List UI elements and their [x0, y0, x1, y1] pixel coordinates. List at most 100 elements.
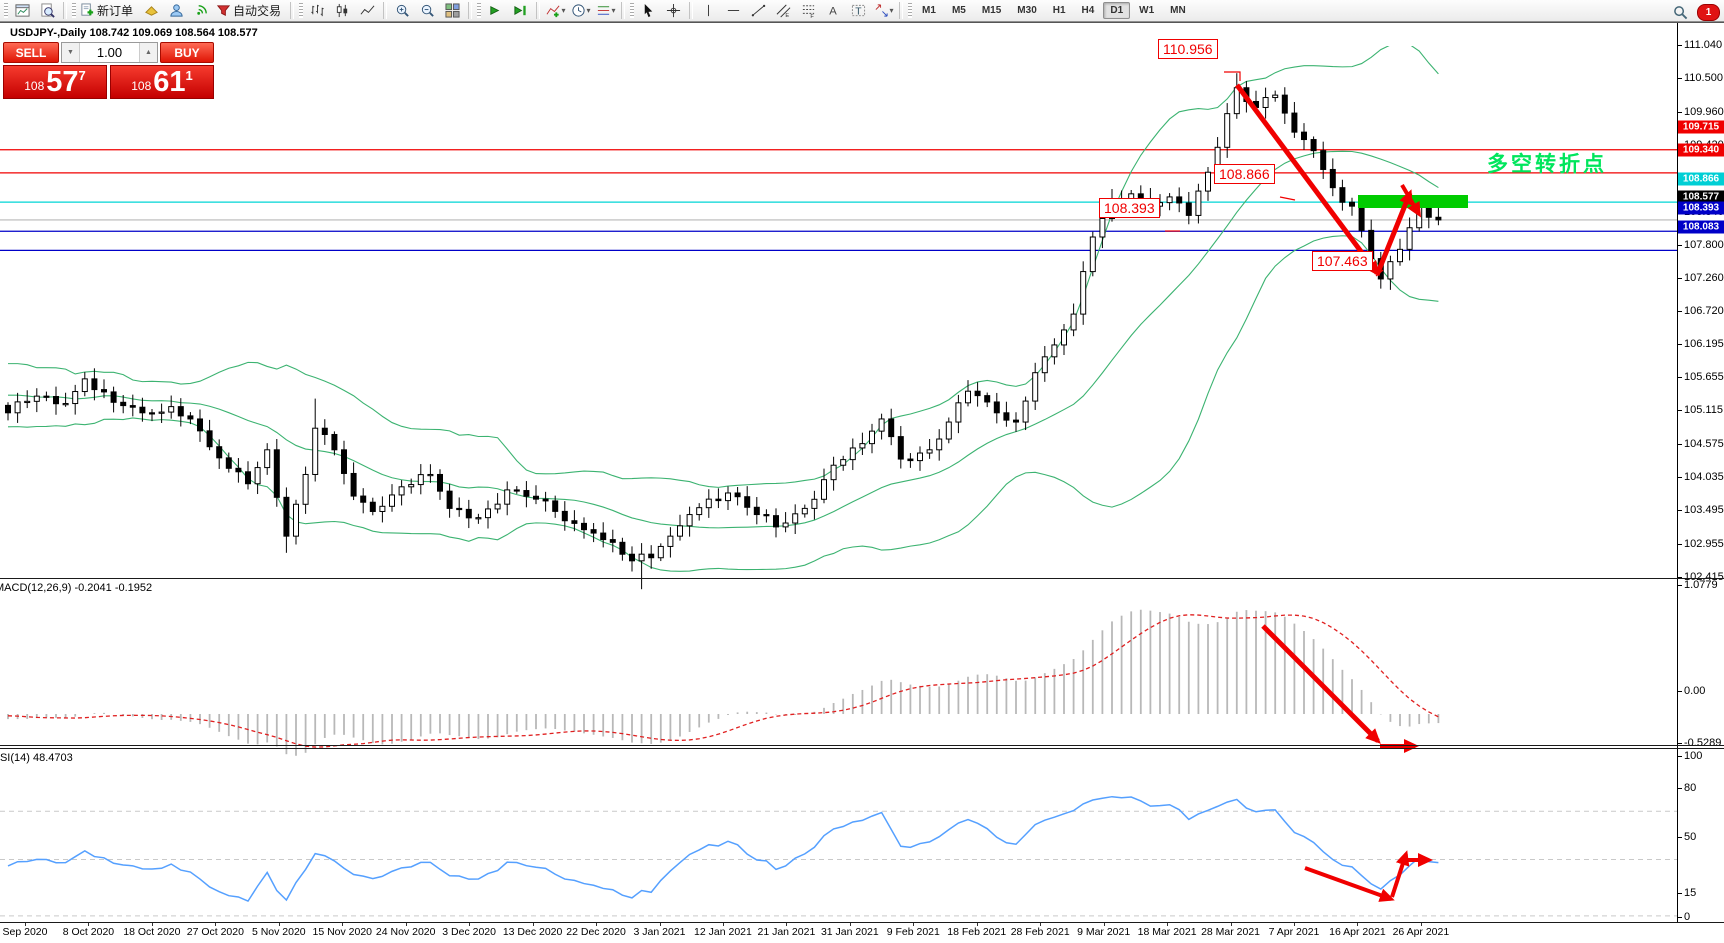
horizontal-line-button[interactable]	[722, 0, 745, 21]
experts-button[interactable]	[165, 0, 188, 21]
volume-input[interactable]: 1.00	[96, 45, 123, 60]
pane-splitter-macd-rsi-lower[interactable]	[0, 748, 1724, 749]
toolbar-right-cluster: 1	[1668, 2, 1720, 23]
toolbar-grip[interactable]	[72, 3, 76, 18]
timeframe-button-m15[interactable]: M15	[981, 5, 1002, 16]
toolbar-separator	[63, 2, 67, 19]
price-callout-108866[interactable]: 108.866	[1214, 164, 1275, 184]
price-tick-label: 105.115	[1684, 404, 1723, 417]
sell-price-pip: 7	[78, 68, 86, 83]
zoom-in-button[interactable]	[391, 0, 414, 21]
text-label-button[interactable]: T	[847, 0, 870, 21]
timeframe-button-w1[interactable]: W1	[1139, 5, 1155, 16]
time-axis-label: Sep 2020	[2, 926, 48, 938]
vertical-line-button[interactable]	[697, 0, 720, 21]
new-order-button[interactable]: 新订单	[79, 0, 138, 21]
line-chart-button[interactable]	[356, 0, 379, 21]
price-callout-110956[interactable]: 110.956	[1158, 39, 1218, 59]
rsi-pane[interactable]	[0, 770, 1677, 943]
new-chart-button[interactable]	[11, 0, 34, 21]
metaeditor-button[interactable]	[140, 0, 163, 21]
text-button[interactable]: A	[822, 0, 845, 21]
annotation-arrow-rsi-rebound[interactable]	[1390, 850, 1410, 898]
buy-price-box[interactable]: 108 61 1	[110, 65, 214, 99]
timeframe-button-h1[interactable]: H1	[1052, 5, 1066, 16]
notifications-badge[interactable]: 1	[1697, 4, 1720, 21]
volume-decrease-button[interactable]: ▼	[62, 43, 80, 62]
auto-scroll-button[interactable]	[484, 0, 507, 21]
annotation-arrow-price-downtrend[interactable]	[1234, 83, 1380, 277]
autotrading-button[interactable]: 自动交易	[215, 0, 286, 21]
autotrading-label: 自动交易	[233, 4, 282, 18]
toolbar-grip[interactable]	[908, 3, 913, 18]
time-tick	[1420, 922, 1422, 926]
trendline-button[interactable]	[747, 0, 770, 21]
svg-text:F: F	[810, 14, 814, 18]
timeframe-button-m5[interactable]: M5	[951, 5, 966, 16]
buy-button[interactable]: BUY	[160, 42, 214, 63]
cursor-button[interactable]	[637, 0, 660, 21]
tile-windows-button[interactable]	[441, 0, 464, 21]
time-axis-label: 12 Jan 2021	[694, 926, 752, 938]
search-button[interactable]	[1669, 2, 1692, 23]
macd-pane[interactable]	[0, 601, 1677, 770]
timeframe-button-d1[interactable]: D1	[1103, 2, 1131, 19]
macd-tick-label: 0.00	[1684, 685, 1706, 697]
hline-price-tag: 108.866	[1678, 172, 1724, 186]
price-callout-108393[interactable]: 108.393	[1099, 198, 1160, 218]
print-preview-button[interactable]	[36, 0, 59, 21]
line-chart-icon	[360, 3, 375, 18]
chart-shift-button[interactable]	[509, 0, 532, 21]
macd-tick-label: 1.0779	[1684, 579, 1718, 592]
buy-price-big: 61	[153, 66, 186, 98]
toolbar-grip[interactable]	[4, 3, 8, 18]
turning-point-annotation[interactable]: 多空转折点	[1487, 153, 1607, 176]
bollinger-bands[interactable]	[7, 46, 1439, 572]
price-tick-label-dash	[1678, 244, 1682, 246]
price-pane[interactable]	[0, 46, 1677, 601]
arrows-button[interactable]: ▾	[872, 0, 895, 21]
annotation-arrow-macd-downtrend[interactable]	[1261, 624, 1381, 744]
templates-button[interactable]: ▾	[594, 0, 617, 21]
annotation-arrow-rsi-downtrend[interactable]	[1304, 866, 1395, 902]
time-axis-label: 9 Feb 2021	[886, 926, 940, 938]
hline-price-tag: 109.715	[1678, 120, 1724, 134]
fibonacci-button[interactable]: F	[797, 0, 820, 21]
volume-stepper: ▼ 1.00 ▲	[61, 42, 158, 63]
annotation-arrow-price-rebound[interactable]	[1374, 189, 1413, 276]
candlestick-series[interactable]	[5, 73, 1442, 590]
volume-increase-button[interactable]: ▲	[139, 43, 157, 62]
price-axis-border	[1677, 23, 1678, 922]
chart-area[interactable]	[0, 22, 1724, 943]
timeframe-button-m30[interactable]: M30	[1017, 5, 1037, 16]
chart-shift-icon	[513, 3, 528, 18]
zoom-out-button[interactable]	[416, 0, 439, 21]
one-click-trade-panel: SELL ▼ 1.00 ▲ BUY 108 57 7 108 61 1	[3, 42, 214, 99]
candlestick-chart-button[interactable]	[331, 0, 354, 21]
toolbar-grip[interactable]	[630, 3, 635, 18]
indicators-button[interactable]: ▾	[544, 0, 567, 21]
timeframe-button-m1[interactable]: M1	[922, 5, 936, 16]
autotrading-icon	[216, 3, 231, 18]
periods-button[interactable]: ▾	[569, 0, 592, 21]
time-tick	[1230, 922, 1232, 926]
crosshair-button[interactable]	[662, 0, 685, 21]
timeframe-button-h4[interactable]: H4	[1081, 5, 1095, 16]
hline-price-tag: 109.340	[1678, 143, 1724, 157]
annotation-arrow-price-pullback-hook[interactable]	[1400, 183, 1422, 218]
toolbar-grip[interactable]	[299, 3, 304, 18]
equidistant-channel-button[interactable]: E	[772, 0, 795, 21]
bar-chart-button[interactable]	[306, 0, 329, 21]
price-tick-label-dash	[1678, 443, 1682, 445]
pane-splitter-macd-rsi[interactable]	[0, 745, 1724, 746]
toolbar-grip[interactable]	[477, 3, 482, 18]
new-order-label: 新订单	[97, 4, 134, 18]
sell-price-box[interactable]: 108 57 7	[3, 65, 107, 99]
timeframe-button-mn[interactable]: MN	[1170, 5, 1186, 16]
sell-button[interactable]: SELL	[3, 42, 59, 63]
buy-price-handle: 108	[131, 79, 152, 93]
pane-splitter-main-macd[interactable]	[0, 578, 1724, 579]
signals-button[interactable]	[190, 0, 213, 21]
time-tick	[849, 922, 851, 926]
price-callout-107463[interactable]: 107.463	[1312, 251, 1373, 271]
